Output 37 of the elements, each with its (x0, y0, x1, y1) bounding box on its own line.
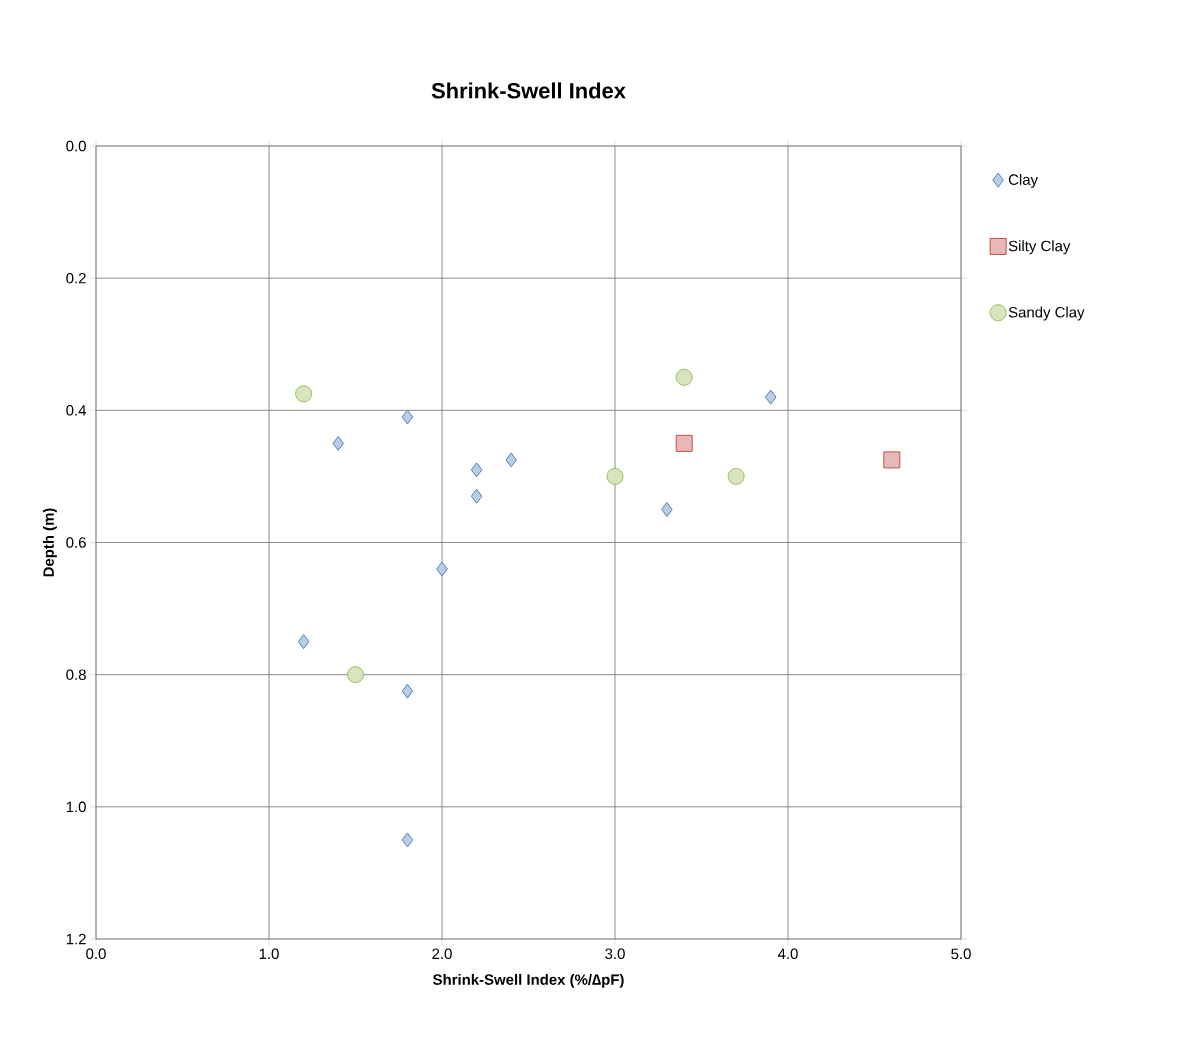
y-tick-label: 0.4 (66, 405, 87, 416)
point (297, 634, 310, 650)
point (470, 462, 483, 478)
y-axis-title: Depth (m) (42, 508, 57, 577)
x-tick-label: 3.0 (605, 948, 625, 960)
point (401, 683, 414, 699)
point (332, 435, 344, 451)
y-tick-label: 0.0 (66, 140, 86, 152)
legend-label: Silty Clay (1008, 240, 1071, 255)
point (727, 467, 745, 485)
point (401, 832, 414, 848)
point (764, 389, 777, 405)
point (606, 467, 624, 485)
point (675, 368, 693, 386)
y-tick-label: 0.2 (66, 272, 86, 284)
y-tick-label: 1.2 (66, 933, 86, 945)
x-axis-title: Shrink-Swell Index (%/∆pF) (433, 973, 624, 988)
legend-label: Sandy Clay (1008, 306, 1085, 321)
x-tick-label: 4.0 (777, 948, 798, 960)
point (401, 409, 414, 425)
point (883, 451, 901, 469)
point (675, 434, 693, 452)
point (505, 452, 517, 468)
x-tick-label: 0.0 (86, 948, 106, 960)
chart-title: Shrink-Swell Index (431, 82, 626, 99)
x-tick-label: 2.0 (432, 948, 452, 960)
point (661, 501, 673, 517)
x-tick-label: 5.0 (951, 948, 971, 960)
y-tick-label: 1.0 (66, 801, 86, 813)
point (295, 385, 313, 403)
y-tick-label: 0.6 (66, 537, 86, 548)
legend-label: Clay (1008, 173, 1038, 188)
point (347, 666, 364, 684)
x-tick-label: 1.0 (259, 948, 279, 960)
point (470, 488, 483, 504)
y-tick-label: 0.8 (66, 669, 86, 680)
point (436, 561, 448, 577)
